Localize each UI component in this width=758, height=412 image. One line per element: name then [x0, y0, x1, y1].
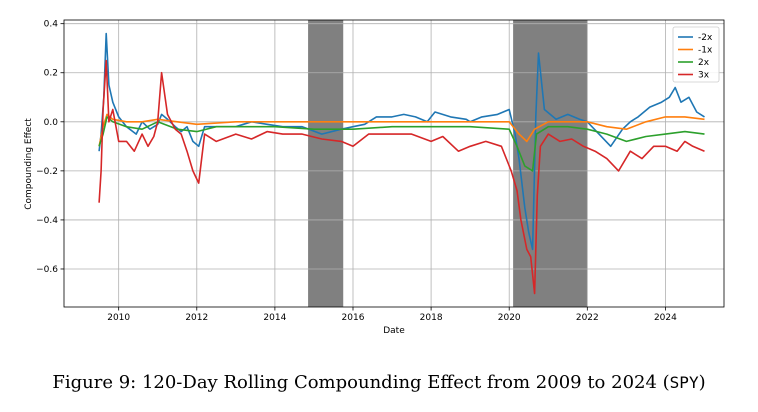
shaded-periods [308, 20, 588, 307]
legend-box [672, 26, 720, 83]
y-tick-label-5: −0.6 [36, 265, 58, 275]
caption-text: Figure 9: 120-Day Rolling Compounding Ef… [52, 372, 670, 393]
y-tick-label-2: 0.0 [44, 118, 59, 128]
legend-label-2x: 2x [698, 58, 710, 68]
y-axis-ticks: 0.4 0.2 0.0 −0.2 −0.4 −0.6 [36, 20, 64, 275]
x-tick-label-2: 2014 [263, 313, 286, 323]
y-tick-label-3: −0.2 [36, 167, 58, 177]
legend-label--2x: -2x [698, 33, 713, 43]
figure-caption: Figure 9: 120-Day Rolling Compounding Ef… [0, 372, 758, 393]
series-line-2x [98, 116, 705, 172]
x-axis-ticks: 2010 2012 2014 2016 2018 2020 2022 2024 [107, 307, 677, 323]
shaded-period-1 [513, 20, 588, 307]
x-tick-label-3: 2016 [342, 313, 365, 323]
x-tick-label-6: 2022 [576, 313, 599, 323]
caption-ticker: SPY [669, 373, 699, 392]
y-tick-label-1: 0.2 [44, 69, 58, 79]
y-axis-label: Compounding Effect [24, 118, 34, 210]
plot-frame [63, 19, 725, 308]
x-tick-label-4: 2018 [420, 313, 443, 323]
x-tick-label-0: 2010 [107, 313, 130, 323]
caption-close: ) [698, 372, 706, 393]
legend-label-3x: 3x [698, 71, 710, 81]
plot-background [64, 20, 724, 307]
shaded-period-0 [308, 20, 344, 307]
series-line-3x [98, 59, 705, 295]
y-tick-label-0: 0.4 [44, 20, 59, 30]
chart: 2010 2012 2014 2016 2018 2020 2022 2024 0.40.20… [24, 19, 725, 336]
legend: -2x -1x 2x 3x [672, 26, 720, 83]
x-axis-label: Date [383, 326, 405, 336]
series-lines [98, 32, 705, 295]
legend-label--1x: -1x [698, 46, 713, 56]
x-tick-label-1: 2012 [185, 313, 208, 323]
series-line--1x [98, 113, 705, 147]
x-tick-label-5: 2020 [498, 313, 521, 323]
x-tick-label-7: 2024 [654, 313, 677, 323]
y-tick-label-4: −0.4 [36, 216, 58, 226]
